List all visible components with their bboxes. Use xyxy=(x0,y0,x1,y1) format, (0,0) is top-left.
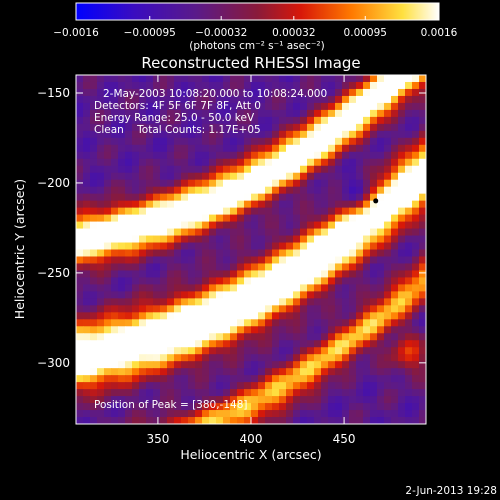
footer-timestamp: 2-Jun-2013 19:28 xyxy=(405,485,497,497)
info-text-block: 2-May-2003 10:08:20.000 to 10:08:24.000 … xyxy=(94,88,327,136)
colorbar xyxy=(75,2,440,21)
x-tick-label: 400 xyxy=(240,432,263,446)
y-axis-label: Heliocentric Y (arcsec) xyxy=(12,179,27,319)
axis-ticks: 350 400 450 −150 −200 −250 −300 xyxy=(37,75,426,446)
colorbar-tick-label: −0.00032 xyxy=(195,27,247,39)
chart-title: Reconstructed RHESSI Image xyxy=(141,54,360,72)
colorbar-tick-label: −0.00095 xyxy=(124,27,176,39)
info-line-detectors: Detectors: 4F 5F 6F 7F 8F, Att 0 xyxy=(94,100,261,112)
x-tick-label: 350 xyxy=(146,432,169,446)
colorbar-tick-label: 0.00032 xyxy=(272,27,315,39)
y-tick-label: −200 xyxy=(37,176,70,190)
colorbar-tick-label: −0.0016 xyxy=(53,27,99,39)
peak-marker xyxy=(373,198,379,204)
colorbar-tick-label: 0.00095 xyxy=(344,27,387,39)
colorbar-ticks: −0.0016 −0.00095 −0.00032 0.00032 0.00095 0.0… xyxy=(53,16,458,39)
x-tick-label: 450 xyxy=(333,432,356,446)
y-tick-label: −150 xyxy=(37,86,70,100)
heatmap-image xyxy=(76,75,426,424)
colorbar-tick-label: 0.0016 xyxy=(421,27,458,39)
x-axis-label: Heliocentric X (arcsec) xyxy=(180,447,321,462)
peak-position-label: Position of Peak = [380,-148] xyxy=(94,399,248,411)
info-line-time-range: 2-May-2003 10:08:20.000 to 10:08:24.000 xyxy=(103,88,327,100)
info-line-energy-range: Energy Range: 25.0 - 50.0 keV xyxy=(94,112,255,124)
y-tick-label: −250 xyxy=(37,266,70,280)
y-tick-label: −300 xyxy=(37,356,70,370)
info-line-clean-counts: Clean Total Counts: 1.17E+05 xyxy=(94,124,261,136)
colorbar-unit-label: (photons cm⁻² s⁻¹ asec⁻²) xyxy=(189,40,324,52)
